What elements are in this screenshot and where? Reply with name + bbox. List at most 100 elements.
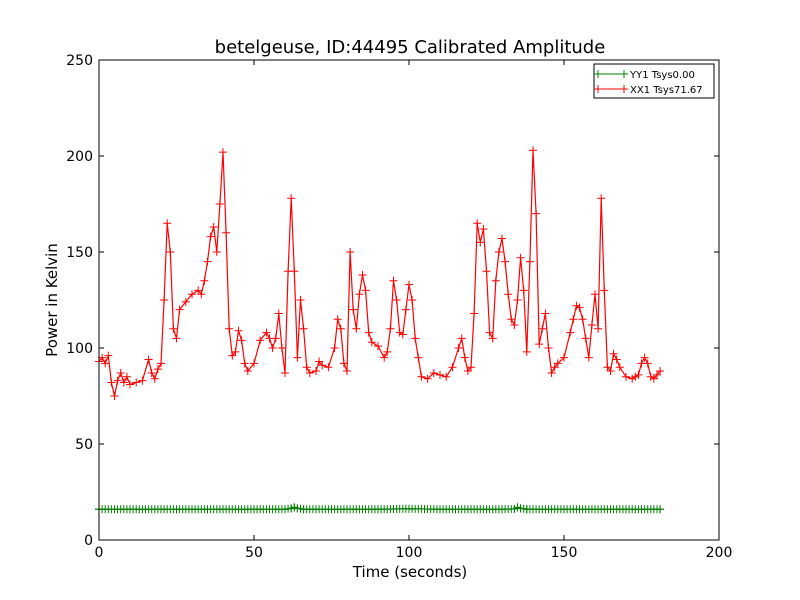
data-point (107, 378, 116, 387)
plot-area (95, 146, 665, 514)
data-point (206, 232, 215, 241)
x-tick-label: 200 (706, 545, 733, 561)
data-point (643, 359, 652, 368)
data-point (271, 334, 280, 343)
legend-marker (620, 70, 628, 78)
data-point (104, 351, 113, 360)
data-point (215, 200, 224, 208)
data-point (485, 328, 494, 337)
data-point (110, 392, 119, 400)
data-point (423, 374, 432, 383)
legend-label: YY1 Tsys0.00 (629, 70, 695, 81)
data-point (268, 344, 277, 352)
data-point (222, 228, 231, 237)
data-point (501, 257, 510, 266)
data-point (364, 328, 373, 337)
data-point (417, 372, 426, 381)
series-1 (95, 146, 665, 400)
data-point (126, 380, 134, 389)
data-point (408, 296, 417, 304)
legend-label: XX1 Tsys71.67 (630, 85, 703, 96)
data-point (274, 309, 283, 318)
data-point (240, 359, 249, 368)
x-axis-label: Time (seconds) (352, 563, 468, 581)
data-point (225, 324, 234, 333)
y-tick-label: 150 (66, 245, 93, 261)
data-point (172, 334, 181, 343)
data-point (386, 324, 395, 333)
data-point (578, 315, 587, 324)
data-point (594, 324, 603, 333)
data-point (296, 296, 305, 304)
data-point (560, 353, 568, 362)
data-point (612, 355, 621, 364)
data-point (587, 320, 596, 329)
data-point (389, 276, 398, 285)
data-point (392, 296, 401, 304)
data-point (355, 290, 364, 299)
data-point (522, 347, 531, 356)
data-point (566, 328, 575, 337)
x-tick-label: 50 (245, 545, 263, 561)
y-tick-label: 200 (66, 149, 93, 165)
data-point (101, 359, 110, 368)
data-point (541, 309, 550, 318)
data-point (504, 290, 513, 299)
data-point (299, 324, 308, 333)
data-point (584, 353, 593, 362)
data-point (494, 248, 503, 256)
data-point-dense (656, 505, 665, 514)
data-point (181, 297, 190, 306)
data-point (569, 315, 578, 324)
data-point (454, 344, 463, 352)
data-point (383, 347, 392, 356)
y-tick-label: 100 (66, 341, 93, 357)
y-tick-label: 0 (84, 533, 93, 549)
data-point (287, 194, 296, 203)
data-point (634, 370, 643, 379)
data-point (157, 359, 165, 368)
data-point (507, 315, 516, 324)
data-point (529, 146, 537, 155)
axis-ticks: 0 50 100 150 200 0 50 100 150 200 250 (66, 53, 732, 561)
data-point (144, 355, 153, 364)
data-point (656, 367, 665, 376)
data-point (532, 209, 541, 218)
data-point (479, 224, 488, 233)
data-point (277, 344, 286, 352)
data-point (169, 324, 178, 333)
data-point (138, 376, 147, 385)
legend-marker (594, 70, 602, 78)
data-point (473, 219, 482, 228)
data-point (209, 223, 218, 232)
x-tick-label: 150 (551, 545, 578, 561)
data-point (343, 367, 351, 376)
data-point (436, 370, 444, 379)
chart-title: betelgeuse, ID:44495 Calibrated Amplitud… (215, 37, 606, 58)
data-point (237, 336, 246, 345)
data-point (591, 290, 599, 299)
data-point (488, 334, 497, 343)
data-point (160, 296, 169, 304)
data-point (203, 257, 212, 266)
data-point (516, 253, 525, 262)
data-point (544, 344, 553, 352)
data-point (510, 320, 519, 329)
data-point (538, 324, 547, 333)
data-point (519, 286, 528, 295)
data-point (166, 248, 175, 256)
data-point (212, 248, 221, 256)
data-point (336, 324, 345, 333)
data-point (491, 276, 500, 285)
data-point (448, 363, 457, 372)
data-point (262, 328, 271, 337)
data-point (318, 361, 327, 370)
y-tick-label: 50 (75, 437, 93, 453)
data-point (460, 353, 469, 362)
data-point (513, 296, 522, 304)
data-point (429, 368, 438, 377)
series-line (98, 150, 661, 397)
data-point (256, 336, 265, 345)
data-point (200, 276, 209, 285)
